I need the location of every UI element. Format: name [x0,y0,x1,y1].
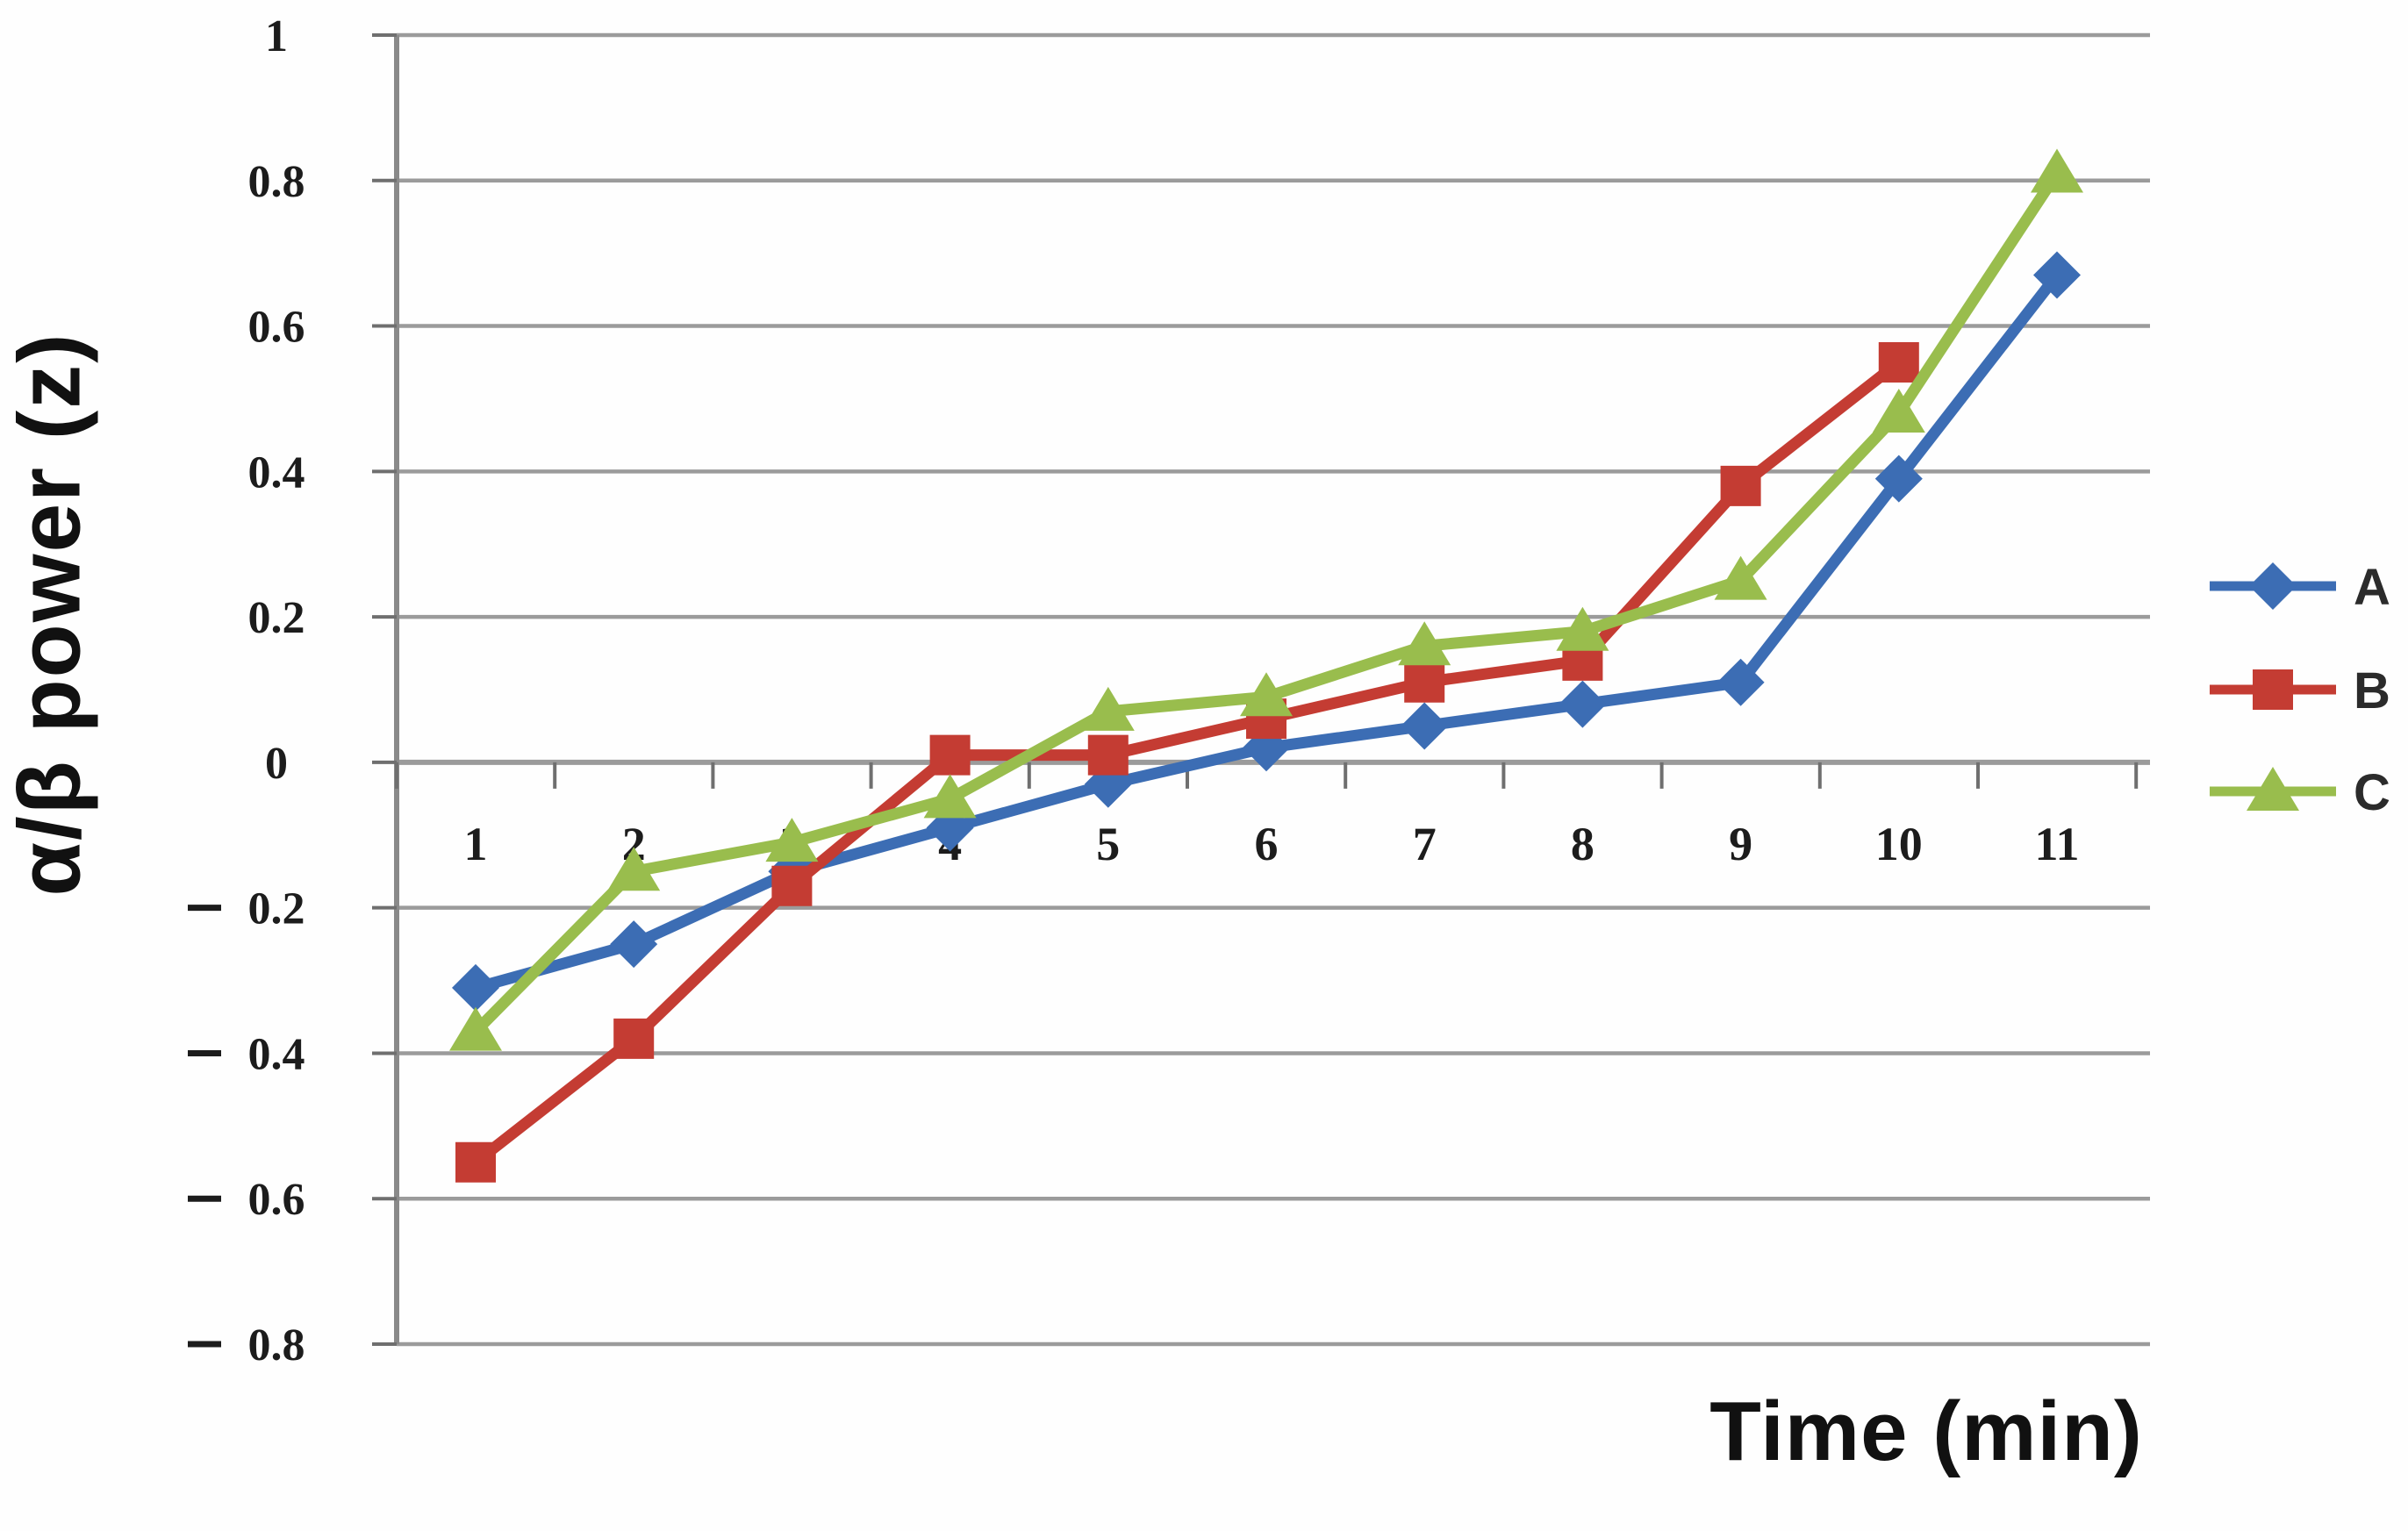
y-tick-label-1: 1 [265,11,288,61]
series-marker-B [929,734,971,776]
y-tick-label-0.8: 0.8 [248,157,305,207]
series-marker-C [1556,606,1609,651]
series-marker-C [1398,621,1451,666]
y-tick-label-0.2: 0.2 [248,593,305,643]
y-tick-label--0.6: 0.6 [248,1175,305,1225]
series-marker-B [1720,465,1761,506]
y-tick-label-0: 0 [265,739,288,789]
x-tick-label-6: 6 [1255,818,1279,870]
x-tick-label-8: 8 [1571,818,1595,870]
y-tick-label--0.2: 0.2 [248,884,305,934]
x-tick-label-9: 9 [1729,818,1752,870]
series-marker-C [2031,148,2083,193]
series-marker-A [610,920,658,969]
series-marker-C [607,847,661,891]
legend-label-B: B [2354,662,2390,719]
series-marker-B [455,1141,496,1183]
y-tick-label-0.6: 0.6 [248,303,305,353]
series-marker-A [452,963,499,1012]
series-marker-B [1404,662,1445,703]
x-axis-title: Time (min) [1709,1384,2143,1478]
y-tick-label-0.4: 0.4 [248,447,305,497]
series-marker-C [1714,555,1767,600]
series-marker-B [1087,734,1129,776]
x-tick-label-11: 11 [2034,818,2079,870]
legend-marker-A [2249,562,2297,610]
series-marker-C [1240,672,1293,717]
legend-label-C: C [2354,764,2390,821]
legend-marker-C [2247,767,2299,811]
series-marker-C [765,818,819,862]
legend-marker-B [2253,669,2293,710]
series-marker-B [613,1018,655,1059]
y-tick-label--0.4: 0.4 [248,1029,305,1079]
x-tick-label-1: 1 [464,818,488,870]
x-tick-label-10: 10 [1875,818,1923,870]
y-tick-label--0.8: 0.8 [248,1320,305,1370]
series-marker-A [1559,680,1607,728]
series-line-B [469,356,1905,1169]
series-marker-C [1081,686,1135,731]
y-axis-title: α/β power (z) [0,332,99,897]
series-marker-B [1878,342,1919,383]
series-marker-C [1872,389,1925,433]
series-marker-B [771,865,813,906]
series-marker-A [1874,454,1923,503]
series-line-A [469,269,2063,994]
series-marker-A [1716,658,1765,706]
series-marker-A [2033,251,2081,299]
series-marker-A [1401,702,1449,750]
x-tick-label-5: 5 [1096,818,1120,870]
series-marker-C [923,774,977,819]
x-tick-label-7: 7 [1413,818,1437,870]
legend-label-A: A [2354,559,2390,616]
series-marker-C [449,1006,502,1051]
